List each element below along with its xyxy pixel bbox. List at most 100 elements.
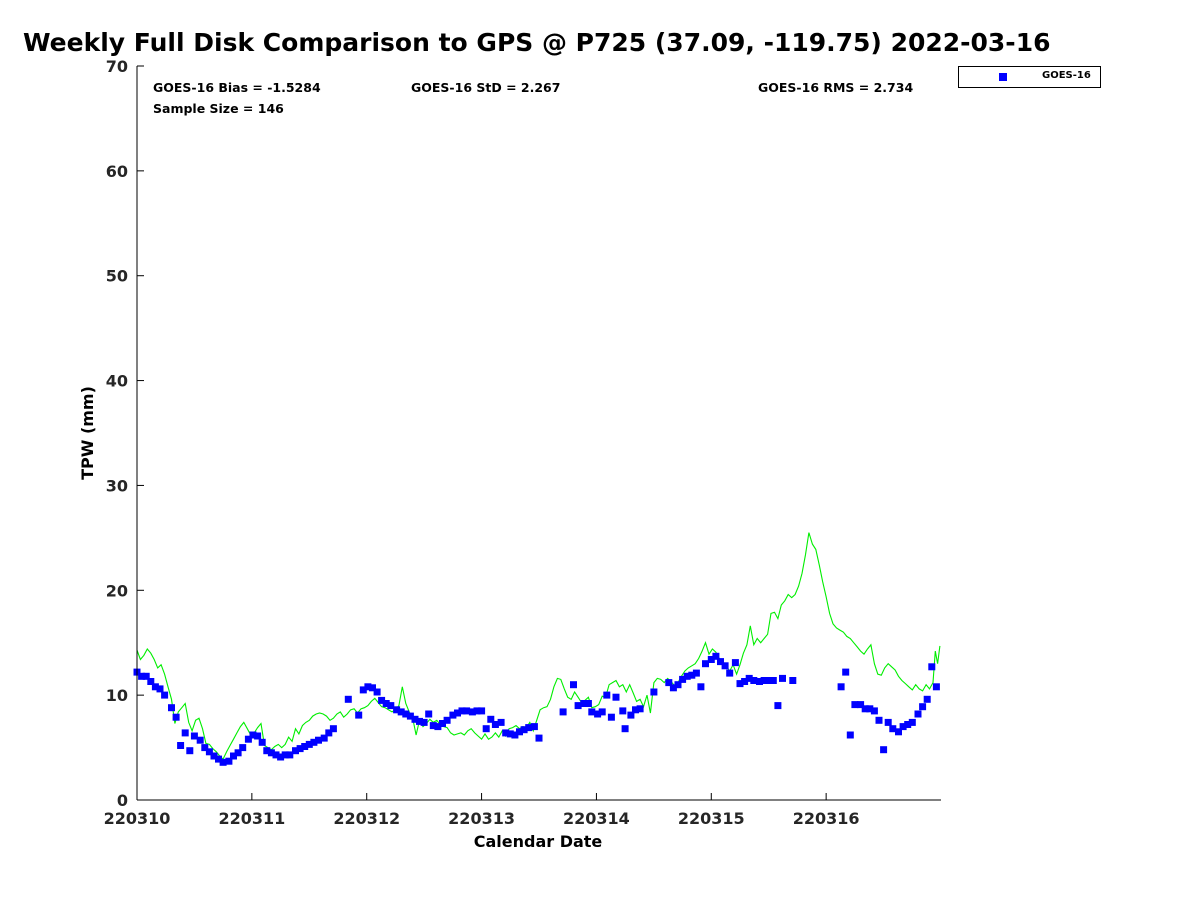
goes-point — [697, 683, 705, 691]
goes-point — [632, 706, 639, 714]
goes-series-layer — [133, 652, 940, 766]
goes-point — [899, 723, 907, 731]
goes-point — [502, 729, 510, 737]
goes-point — [870, 707, 878, 715]
goes-point — [520, 726, 528, 734]
goes-point — [525, 724, 533, 732]
goes-point — [267, 749, 275, 757]
goes-point — [478, 707, 486, 715]
goes-point — [156, 685, 164, 693]
goes-point — [570, 681, 577, 689]
legend-marker — [999, 73, 1007, 81]
goes-point — [258, 738, 266, 746]
y-axis-label: TPW (mm) — [78, 386, 97, 480]
goes-point — [665, 679, 673, 687]
goes-point — [230, 752, 237, 760]
goes-point — [774, 702, 782, 710]
goes-point — [393, 706, 401, 714]
goes-point — [851, 701, 859, 709]
goes-point — [750, 677, 758, 684]
goes-point — [731, 659, 739, 667]
goes-point — [315, 736, 322, 744]
goes-point — [292, 747, 299, 755]
goes-point — [889, 725, 897, 733]
y-tick-label: 10 — [106, 686, 128, 705]
goes-point — [574, 702, 582, 710]
goes-point — [717, 658, 724, 666]
goes-point — [225, 757, 233, 765]
goes-point — [320, 734, 328, 742]
goes-point — [177, 742, 185, 749]
goes-point — [880, 746, 888, 754]
goes-point — [359, 686, 367, 694]
goes-point — [884, 718, 892, 726]
goes-point — [272, 751, 280, 759]
axes-layer — [136, 66, 941, 801]
goes-point — [373, 688, 381, 696]
goes-point — [420, 718, 428, 726]
goes-point — [619, 707, 627, 715]
goes-point — [310, 738, 318, 746]
goes-point — [721, 662, 729, 670]
goes-point — [584, 700, 592, 707]
goes-point — [244, 735, 252, 743]
goes-point — [756, 678, 763, 685]
goes-point — [443, 716, 451, 724]
goes-point — [210, 752, 218, 760]
goes-point — [765, 677, 773, 684]
goes-point — [296, 745, 304, 753]
goes-point — [904, 721, 912, 728]
goes-point — [741, 678, 749, 685]
goes-point — [344, 695, 352, 703]
stat-sample-size: Sample Size = 146 — [153, 101, 284, 116]
goes-point — [875, 716, 883, 724]
goes-point — [142, 672, 150, 680]
goes-point — [559, 708, 567, 716]
goes-point — [607, 713, 615, 721]
goes-point — [454, 709, 461, 717]
ticks-layer: 0 10 20 30 40 50 60 70 220310 220311 220312 220313 2… — [104, 57, 860, 828]
goes-point — [387, 702, 395, 710]
goes-point — [702, 660, 709, 668]
goes-point — [239, 744, 247, 752]
goes-point — [411, 715, 419, 723]
x-tick-label: 220310 — [104, 809, 171, 828]
goes-point — [463, 707, 471, 715]
goes-point — [147, 678, 155, 685]
goes-point — [932, 683, 940, 691]
goes-point — [254, 732, 262, 740]
goes-point — [482, 725, 490, 733]
goes-point — [473, 707, 481, 715]
stat-bias: GOES-16 Bias = -1.5284 — [153, 80, 321, 95]
goes-point — [692, 669, 700, 677]
goes-point — [908, 718, 916, 726]
goes-point — [895, 728, 902, 736]
goes-point — [181, 729, 189, 737]
goes-point — [397, 708, 405, 716]
goes-point — [201, 744, 209, 752]
goes-point — [516, 728, 523, 736]
x-tick-label: 220312 — [333, 809, 400, 828]
goes-point — [325, 729, 333, 737]
goes-point — [378, 696, 386, 704]
goes-point — [215, 755, 222, 763]
goes-point — [923, 695, 931, 703]
goes-point — [674, 681, 682, 689]
goes-point — [406, 712, 414, 720]
goes-point — [779, 674, 786, 682]
goes-point — [364, 683, 372, 691]
goes-point — [712, 652, 720, 660]
goes-point — [594, 710, 602, 718]
goes-point — [449, 711, 457, 719]
goes-point — [636, 705, 644, 713]
goes-point — [511, 731, 519, 739]
goes-point — [329, 725, 337, 733]
stat-std: GOES-16 StD = 2.267 — [411, 80, 561, 95]
goes-point — [429, 722, 437, 730]
goes-point — [688, 671, 696, 679]
goes-point — [650, 688, 658, 696]
goes-point — [760, 677, 768, 684]
x-tick-label: 220314 — [563, 809, 630, 828]
goes-point — [669, 684, 677, 692]
